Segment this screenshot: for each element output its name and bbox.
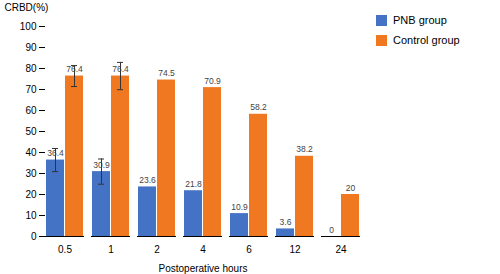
svg-text:74.5: 74.5	[158, 68, 175, 78]
svg-text:6: 6	[246, 244, 252, 255]
svg-text:2: 2	[154, 244, 160, 255]
svg-text:12: 12	[289, 244, 301, 255]
svg-text:10: 10	[25, 210, 37, 221]
svg-text:30: 30	[25, 168, 37, 179]
svg-text:30.9: 30.9	[93, 160, 110, 170]
svg-text:24: 24	[335, 244, 347, 255]
svg-text:0.5: 0.5	[58, 244, 72, 255]
html-text:PNB group: PNB group	[393, 14, 447, 26]
svg-text:CRBD(%): CRBD(%)	[5, 2, 49, 13]
svg-text:4: 4	[200, 244, 206, 255]
svg-text:Postoperative hours: Postoperative hours	[159, 263, 248, 274]
svg-text:80: 80	[25, 63, 37, 74]
svg-text:0: 0	[329, 225, 334, 235]
svg-text:3.6: 3.6	[280, 217, 292, 227]
svg-text:20: 20	[25, 189, 37, 200]
svg-text:40: 40	[25, 147, 37, 158]
svg-text:50: 50	[25, 126, 37, 137]
svg-text:23.6: 23.6	[139, 175, 156, 185]
svg-text:70.9: 70.9	[204, 76, 221, 86]
svg-text:20: 20	[346, 183, 356, 193]
svg-text:58.2: 58.2	[250, 102, 267, 112]
svg-text:36.4: 36.4	[47, 148, 64, 158]
svg-text:70: 70	[25, 84, 37, 95]
svg-text:60: 60	[25, 105, 37, 116]
html-text:Control group: Control group	[393, 34, 460, 46]
svg-text:1: 1	[108, 244, 114, 255]
svg-text:0: 0	[31, 231, 37, 242]
svg-text:76.4: 76.4	[66, 64, 83, 74]
svg-text:90: 90	[25, 42, 37, 53]
svg-text:38.2: 38.2	[296, 144, 313, 154]
svg-text:100: 100	[20, 21, 37, 32]
svg-text:76.4: 76.4	[112, 64, 129, 74]
svg-text:21.8: 21.8	[185, 179, 202, 189]
svg-text:10.9: 10.9	[231, 202, 248, 212]
